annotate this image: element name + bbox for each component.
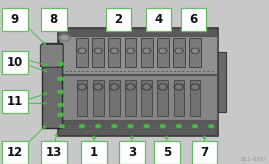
Bar xyxy=(92,38,104,67)
Circle shape xyxy=(128,85,133,89)
Text: B5J-0397: B5J-0397 xyxy=(240,157,266,162)
Circle shape xyxy=(95,85,101,89)
Bar xyxy=(41,141,67,164)
Bar xyxy=(2,141,27,164)
Bar xyxy=(173,38,185,67)
Circle shape xyxy=(96,49,101,52)
Bar xyxy=(141,80,152,116)
Bar xyxy=(59,75,217,120)
Circle shape xyxy=(176,125,181,128)
Bar xyxy=(2,90,27,113)
Circle shape xyxy=(176,49,181,52)
Circle shape xyxy=(94,48,102,53)
Circle shape xyxy=(61,36,68,40)
Bar xyxy=(59,36,217,74)
Circle shape xyxy=(112,125,117,128)
Text: 1: 1 xyxy=(90,146,98,159)
Bar xyxy=(41,8,67,31)
Text: 6: 6 xyxy=(190,13,198,26)
Circle shape xyxy=(158,48,167,53)
Bar xyxy=(189,38,201,67)
Text: 7: 7 xyxy=(200,146,208,159)
Circle shape xyxy=(96,125,101,128)
Circle shape xyxy=(109,84,119,90)
Bar xyxy=(174,80,184,116)
Circle shape xyxy=(58,77,63,80)
Circle shape xyxy=(112,49,117,52)
Circle shape xyxy=(80,49,84,52)
Circle shape xyxy=(58,103,63,107)
Circle shape xyxy=(175,48,183,53)
Bar xyxy=(2,8,27,31)
Circle shape xyxy=(193,125,197,128)
Circle shape xyxy=(58,113,63,116)
Circle shape xyxy=(190,84,200,90)
Circle shape xyxy=(193,49,197,52)
Circle shape xyxy=(160,125,165,128)
Bar xyxy=(77,80,87,116)
Circle shape xyxy=(176,85,182,89)
Bar xyxy=(157,38,169,67)
Text: 8: 8 xyxy=(50,13,58,26)
Circle shape xyxy=(160,49,165,52)
Circle shape xyxy=(58,62,63,66)
Text: 5: 5 xyxy=(163,146,171,159)
Circle shape xyxy=(80,125,84,128)
Circle shape xyxy=(144,125,149,128)
Bar xyxy=(181,8,206,31)
Circle shape xyxy=(112,85,117,89)
Circle shape xyxy=(93,84,103,90)
Text: 9: 9 xyxy=(11,13,19,26)
Bar xyxy=(58,28,218,136)
Circle shape xyxy=(128,49,133,52)
Circle shape xyxy=(58,90,63,93)
Circle shape xyxy=(144,85,149,89)
Circle shape xyxy=(79,85,85,89)
Bar xyxy=(190,80,200,116)
Text: 2: 2 xyxy=(114,13,122,26)
Bar xyxy=(125,38,136,67)
Circle shape xyxy=(174,84,184,90)
Bar xyxy=(218,52,226,112)
Circle shape xyxy=(142,48,151,53)
Circle shape xyxy=(191,48,199,53)
Bar xyxy=(42,43,62,128)
Bar xyxy=(146,8,172,31)
Bar xyxy=(108,38,120,67)
Bar xyxy=(2,51,27,74)
Bar xyxy=(93,80,104,116)
Circle shape xyxy=(144,49,149,52)
Bar xyxy=(76,38,88,67)
Bar xyxy=(119,141,144,164)
Bar xyxy=(192,141,217,164)
Circle shape xyxy=(128,125,133,128)
Circle shape xyxy=(160,85,165,89)
FancyBboxPatch shape xyxy=(40,44,63,67)
Circle shape xyxy=(77,84,87,90)
Circle shape xyxy=(142,84,151,90)
Bar xyxy=(125,80,136,116)
Circle shape xyxy=(59,34,70,41)
Text: 10: 10 xyxy=(7,56,23,69)
Bar xyxy=(157,80,168,116)
Circle shape xyxy=(78,48,86,53)
Bar xyxy=(154,141,180,164)
Text: 13: 13 xyxy=(46,146,62,159)
Circle shape xyxy=(59,125,64,128)
Text: 11: 11 xyxy=(7,95,23,108)
Circle shape xyxy=(110,48,119,53)
Circle shape xyxy=(158,84,168,90)
Bar xyxy=(105,8,131,31)
Bar xyxy=(109,80,120,116)
Text: 3: 3 xyxy=(128,146,136,159)
Text: 4: 4 xyxy=(155,13,163,26)
Circle shape xyxy=(126,48,135,53)
Circle shape xyxy=(209,125,214,128)
Text: 12: 12 xyxy=(7,146,23,159)
Circle shape xyxy=(126,84,135,90)
Bar xyxy=(141,38,153,67)
Circle shape xyxy=(192,85,198,89)
Bar xyxy=(81,141,107,164)
